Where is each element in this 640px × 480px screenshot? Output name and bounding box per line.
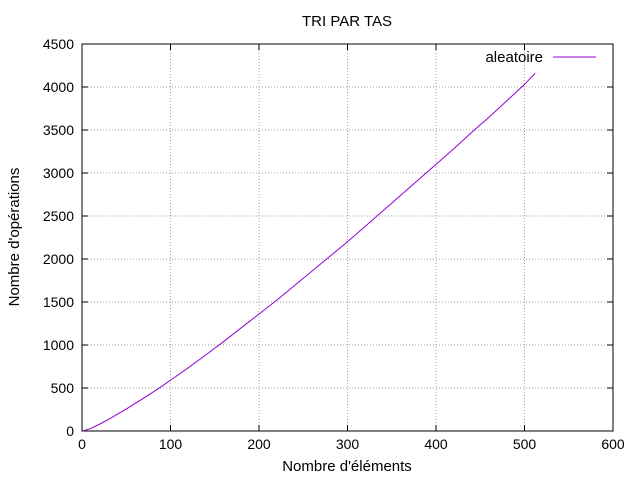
x-tick-labels: 0 100 200 300 400 500 600 bbox=[78, 436, 625, 452]
y-tick-label: 3000 bbox=[43, 165, 74, 181]
axis-ticks bbox=[81, 43, 614, 432]
grid-lines bbox=[82, 44, 613, 431]
y-tick-label: 1000 bbox=[43, 337, 74, 353]
y-tick-label: 4000 bbox=[43, 79, 74, 95]
x-tick-label: 0 bbox=[78, 436, 86, 452]
y-tick-label: 500 bbox=[51, 380, 75, 396]
series-line-aleatoire bbox=[82, 72, 536, 432]
y-tick-label: 2000 bbox=[43, 251, 74, 267]
y-tick-label: 2500 bbox=[43, 208, 74, 224]
legend: aleatoire bbox=[485, 49, 596, 66]
x-tick-label: 500 bbox=[513, 436, 537, 452]
y-tick-label: 1500 bbox=[43, 294, 74, 310]
y-tick-label: 3500 bbox=[43, 122, 74, 138]
y-axis-label: Nombre d'opérations bbox=[6, 168, 23, 307]
y-tick-label: 0 bbox=[66, 423, 74, 439]
y-tick-labels: 0 500 1000 1500 2000 2500 3000 3500 4000 4500 bbox=[43, 36, 74, 439]
plot-frame bbox=[81, 43, 614, 432]
x-tick-label: 200 bbox=[247, 436, 271, 452]
x-axis-label: Nombre d'éléments bbox=[282, 458, 412, 475]
x-tick-label: 100 bbox=[159, 436, 183, 452]
y-tick-label: 4500 bbox=[43, 36, 74, 52]
legend-label-aleatoire: aleatoire bbox=[485, 49, 543, 66]
chart-title: TRI PAR TAS bbox=[302, 13, 392, 30]
x-tick-label: 400 bbox=[424, 436, 448, 452]
x-tick-label: 600 bbox=[601, 436, 625, 452]
x-tick-label: 300 bbox=[336, 436, 360, 452]
